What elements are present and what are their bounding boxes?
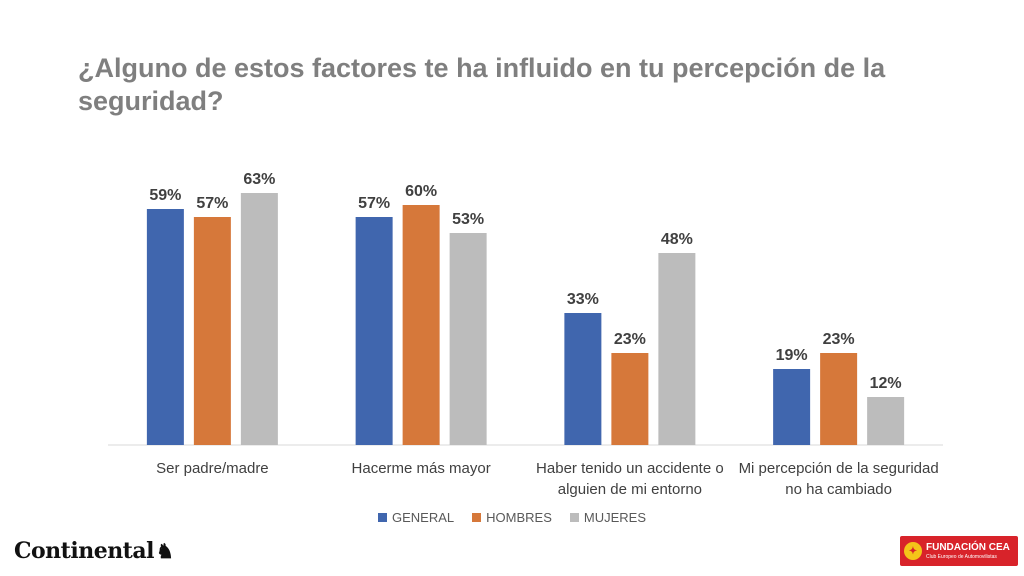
category-label-line: Hacerme más mayor xyxy=(351,460,491,477)
bar-mujeres-0 xyxy=(240,193,278,445)
legend-label: HOMBRES xyxy=(486,510,552,525)
data-label-general-1: 57% xyxy=(358,195,390,212)
bar-general-0 xyxy=(146,209,184,445)
data-label-mujeres-1: 53% xyxy=(452,211,484,228)
data-label-mujeres-3: 12% xyxy=(870,375,902,392)
data-label-hombres-3: 23% xyxy=(823,331,855,348)
legend-label: MUJERES xyxy=(583,510,646,525)
category-label-line: alguien de mi entorno xyxy=(557,481,702,498)
data-label-general-2: 33% xyxy=(567,291,599,308)
data-label-hombres-1: 60% xyxy=(405,183,437,200)
bar-hombres-1 xyxy=(402,205,440,445)
cea-tagline: Club Europeo de Automovilistas xyxy=(926,553,997,560)
category-label-line: no ha cambiado xyxy=(785,481,892,498)
category-label-line: Ser padre/madre xyxy=(156,460,269,477)
chart-legend: GENERAL HOMBRES MUJERES xyxy=(0,510,1024,525)
data-label-general-0: 59% xyxy=(149,187,181,204)
legend-swatch xyxy=(569,513,579,522)
data-label-mujeres-0: 63% xyxy=(243,171,275,188)
chart-title: ¿Alguno de estos factores te ha influido… xyxy=(78,53,886,116)
bar-mujeres-3 xyxy=(867,397,905,445)
data-label-hombres-2: 23% xyxy=(614,331,646,348)
category-label-line: Mi percepción de la seguridad xyxy=(738,460,939,477)
data-label-hombres-0: 57% xyxy=(196,195,228,212)
bar-hombres-0 xyxy=(193,217,231,445)
bar-general-1 xyxy=(355,217,393,445)
cea-name: FUNDACIÓN CEA xyxy=(926,541,1010,553)
bar-hombres-2 xyxy=(611,353,649,445)
bar-mujeres-2 xyxy=(658,253,696,445)
legend-item-mujeres: MUJERES xyxy=(569,510,646,525)
legend-swatch xyxy=(378,513,387,522)
continental-wordmark: Continental xyxy=(14,538,154,564)
legend-item-hombres: HOMBRES xyxy=(472,510,552,525)
cea-emblem-icon: ✦ xyxy=(904,542,922,560)
bar-hombres-3 xyxy=(820,353,858,445)
category-label-1: Hacerme más mayor xyxy=(301,458,541,479)
bar-general-2 xyxy=(564,313,602,445)
continental-logo: Continental ♞ xyxy=(14,538,174,564)
category-label-2: Haber tenido un accidente o alguien de mi… xyxy=(510,458,750,500)
data-label-mujeres-2: 48% xyxy=(661,231,693,248)
horse-icon: ♞ xyxy=(155,539,174,563)
legend-item-general: GENERAL xyxy=(378,510,454,525)
legend-swatch xyxy=(472,513,482,522)
category-label-line: Haber tenido un accidente o xyxy=(536,460,724,477)
category-label-0: Ser padre/madre xyxy=(92,458,332,479)
fundacion-cea-logo: ✦ FUNDACIÓN CEA Club Europeo de Automovi… xyxy=(900,536,1018,566)
bar-general-3 xyxy=(773,369,811,445)
category-label-3: Mi percepción de la seguridad no ha cambi… xyxy=(719,458,959,500)
data-label-general-3: 19% xyxy=(776,347,808,364)
legend-label: GENERAL xyxy=(392,510,455,525)
bar-mujeres-1 xyxy=(449,233,487,445)
